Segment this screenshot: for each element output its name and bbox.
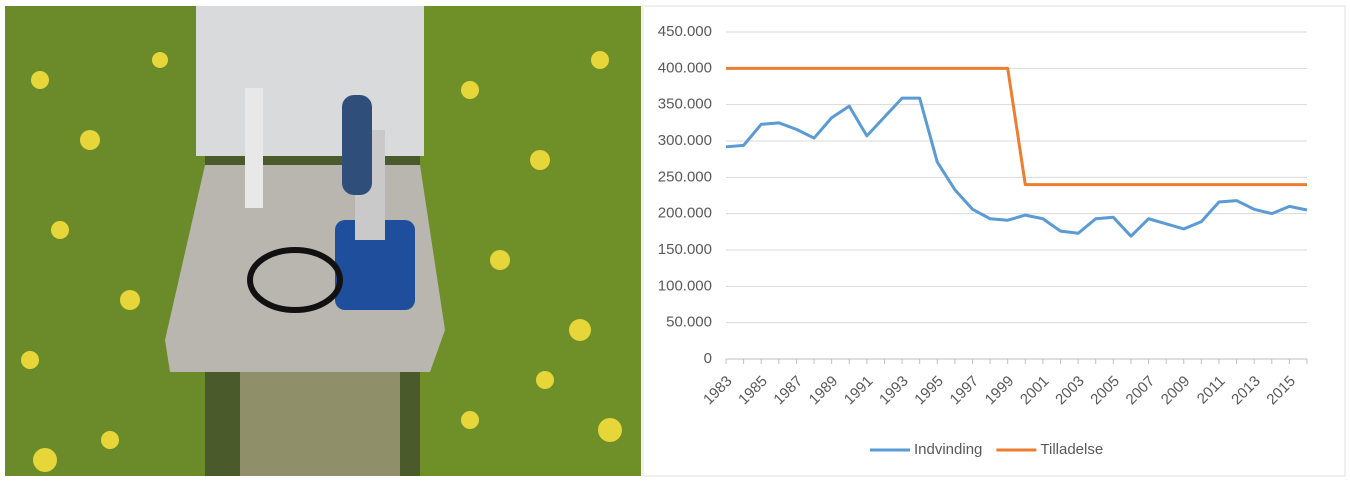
y-tick-label: 150.000 xyxy=(658,241,712,258)
y-tick-label: 350.000 xyxy=(658,96,712,113)
line-series xyxy=(726,66,1307,187)
y-tick-label: 300.000 xyxy=(658,132,712,149)
legend-label: Tilladelse xyxy=(1040,441,1103,458)
y-tick-label: 250.000 xyxy=(658,168,712,185)
y-tick-label: 0 xyxy=(704,350,712,367)
y-tick-label: 400.000 xyxy=(658,59,712,76)
line-series xyxy=(725,96,1308,238)
y-tick-label: 100.000 xyxy=(658,277,712,294)
y-tick-label: 50.000 xyxy=(666,314,712,331)
y-tick-label: 450.000 xyxy=(658,23,712,40)
legend-label: Indvinding xyxy=(914,441,982,458)
photo xyxy=(5,6,641,476)
chart-area xyxy=(642,5,1346,477)
y-tick-label: 200.000 xyxy=(658,205,712,222)
